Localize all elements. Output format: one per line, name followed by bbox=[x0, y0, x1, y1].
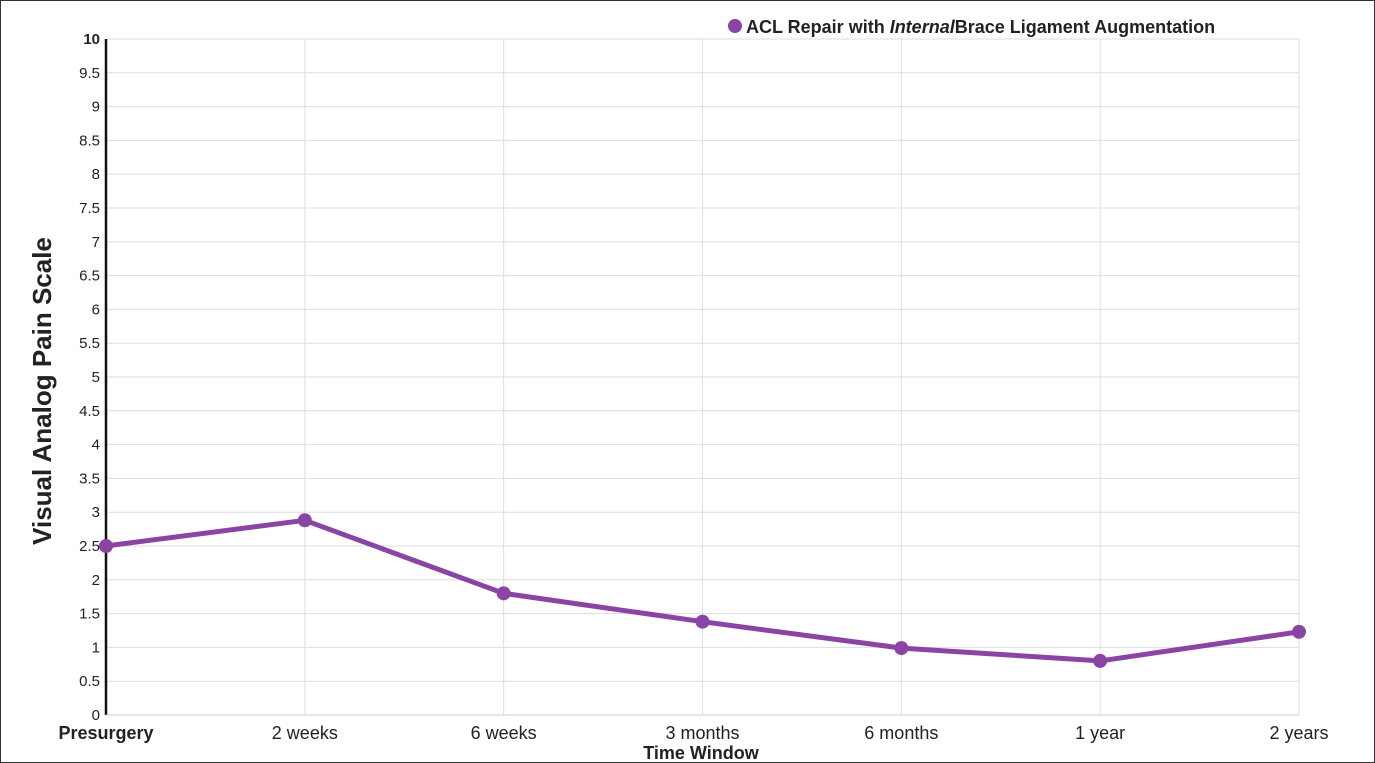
legend-label-suffix: Brace Ligament Augmentation bbox=[955, 17, 1215, 37]
y-tick-label: 0.5 bbox=[79, 673, 100, 690]
data-point bbox=[1292, 624, 1306, 639]
y-tick-label: 1.5 bbox=[79, 606, 100, 623]
x-axis-title: Time Window bbox=[643, 743, 760, 762]
y-tick-label: 4 bbox=[92, 437, 100, 454]
x-tick-label: 2 years bbox=[1269, 723, 1328, 743]
legend-label-italic: Internal bbox=[890, 17, 956, 37]
x-tick-label: 1 year bbox=[1075, 723, 1125, 743]
x-tick-labels: Presurgery 2 weeks 6 weeks 3 months 6 months… bbox=[58, 723, 1328, 743]
data-point bbox=[99, 539, 113, 553]
y-tick-label: 5.5 bbox=[79, 335, 100, 352]
data-point bbox=[297, 513, 312, 528]
y-tick-label: 4.5 bbox=[79, 403, 100, 420]
y-tick-label: 2 bbox=[92, 572, 100, 589]
legend-marker bbox=[728, 19, 742, 33]
data-point bbox=[894, 641, 909, 656]
legend-label-prefix: ACL Repair with bbox=[746, 17, 890, 37]
y-tick-labels: 0 0.5 1 1.5 2 2.5 3 3.5 4 4.5 5 5.5 6 6.5 7 7.5 8 8.5 9 9.5… bbox=[79, 31, 100, 724]
legend: ACL Repair with InternalBrace Ligament A… bbox=[728, 17, 1215, 37]
y-tick-label: 0 bbox=[92, 707, 100, 724]
y-tick-label: 7 bbox=[92, 234, 100, 251]
x-tick-label: 2 weeks bbox=[272, 723, 338, 743]
y-tick-label: 8.5 bbox=[79, 132, 100, 149]
x-tick-label: 6 months bbox=[864, 723, 938, 743]
y-axis-title: Visual Analog Pain Scale bbox=[27, 237, 57, 545]
grid-lines bbox=[106, 38, 1300, 715]
y-tick-label: 8 bbox=[92, 166, 100, 183]
data-point bbox=[1093, 653, 1108, 668]
y-tick-label: 9.5 bbox=[79, 65, 100, 82]
x-tick-label: 6 weeks bbox=[471, 723, 537, 743]
y-tick-label: 1 bbox=[92, 639, 100, 656]
legend-label: ACL Repair with InternalBrace Ligament A… bbox=[746, 17, 1215, 37]
series-layer bbox=[99, 513, 1306, 668]
y-tick-label: 6.5 bbox=[79, 268, 100, 285]
y-tick-label: 2.5 bbox=[79, 538, 100, 555]
y-tick-label: 9 bbox=[92, 99, 100, 116]
data-point bbox=[496, 586, 511, 601]
data-point bbox=[695, 614, 710, 629]
y-tick-label: 3.5 bbox=[79, 470, 100, 487]
y-tick-label: 7.5 bbox=[79, 200, 100, 217]
y-tick-label: 3 bbox=[92, 504, 100, 521]
axes bbox=[104, 39, 1299, 716]
x-tick-label: 3 months bbox=[665, 723, 739, 743]
x-tick-label: Presurgery bbox=[58, 723, 153, 743]
y-tick-label: 10 bbox=[83, 31, 100, 48]
y-tick-label: 5 bbox=[92, 369, 100, 386]
y-tick-label: 6 bbox=[92, 301, 100, 318]
